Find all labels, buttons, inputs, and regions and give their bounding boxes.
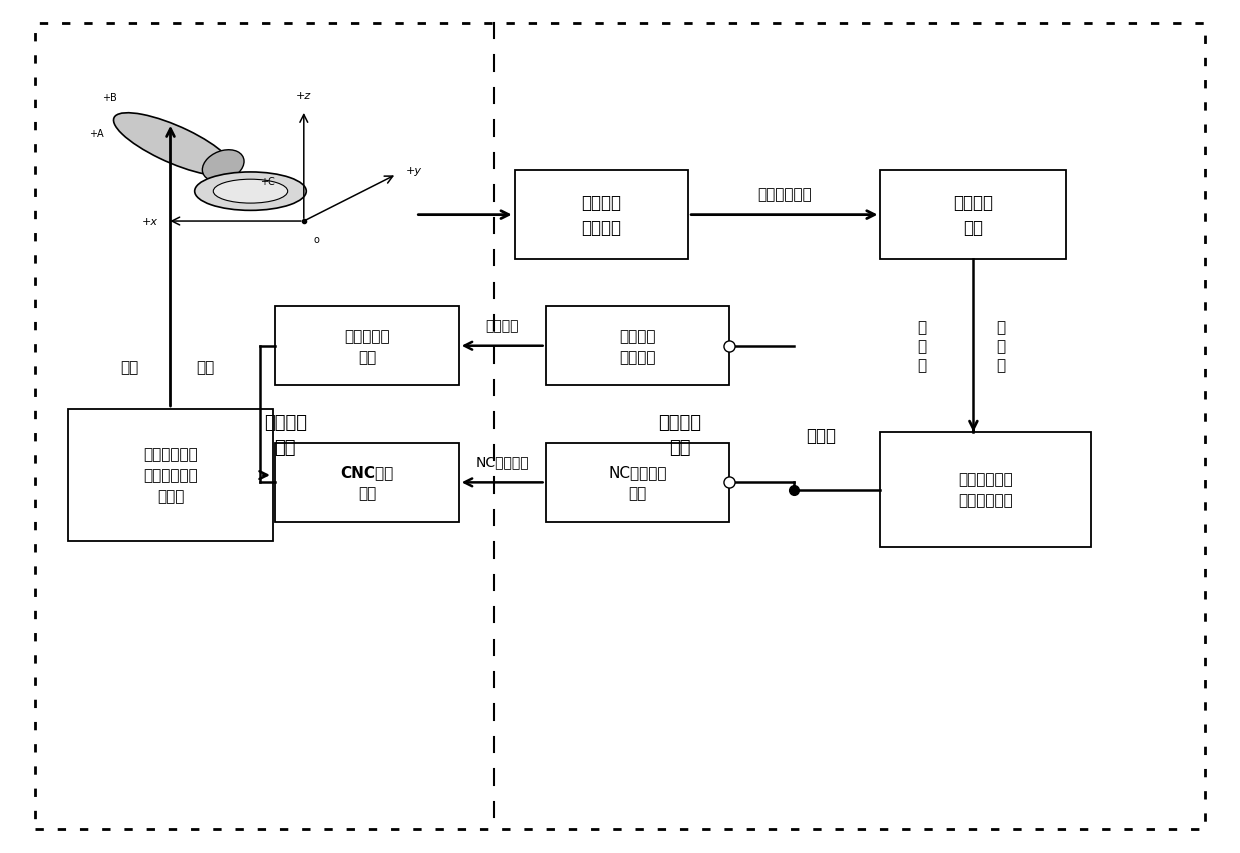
Bar xyxy=(546,444,729,522)
Text: +B: +B xyxy=(102,93,117,102)
Ellipse shape xyxy=(114,113,233,177)
Ellipse shape xyxy=(202,150,244,183)
Text: NC补偿代码: NC补偿代码 xyxy=(475,456,529,469)
Text: 齿距累积偏差: 齿距累积偏差 xyxy=(756,187,812,202)
Text: 齿距累积偏差
补偿数学模型: 齿距累积偏差 补偿数学模型 xyxy=(959,472,1013,508)
Text: 在机测量
系统模块: 在机测量 系统模块 xyxy=(582,194,621,237)
Text: 滚齿机伺服
系统: 滚齿机伺服 系统 xyxy=(345,328,389,364)
Text: 幅
值
谱: 幅 值 谱 xyxy=(916,320,926,373)
Text: +x: +x xyxy=(141,217,157,227)
Bar xyxy=(275,444,459,522)
Text: 补偿信号: 补偿信号 xyxy=(485,319,520,333)
Text: 相
位
谱: 相 位 谱 xyxy=(996,320,1006,373)
Text: o: o xyxy=(314,235,320,245)
Bar xyxy=(880,432,1091,548)
Ellipse shape xyxy=(195,172,306,212)
Text: +z: +z xyxy=(296,90,311,101)
Text: +A: +A xyxy=(89,129,104,138)
Bar xyxy=(880,171,1066,260)
Text: 控制滚刀与工
件间的瞬时啮
合关系: 控制滚刀与工 件间的瞬时啮 合关系 xyxy=(143,447,198,504)
Text: 补偿信号
生成模块: 补偿信号 生成模块 xyxy=(619,328,656,364)
Ellipse shape xyxy=(213,180,288,204)
Bar xyxy=(68,409,273,542)
Text: CNC数控
系统: CNC数控 系统 xyxy=(341,465,393,501)
Text: 补偿量: 补偿量 xyxy=(806,426,836,444)
Text: +y: +y xyxy=(405,165,422,176)
Bar xyxy=(275,307,459,386)
Text: 滚齿加工
系统: 滚齿加工 系统 xyxy=(264,414,306,456)
Bar xyxy=(546,307,729,386)
Text: 补偿: 补偿 xyxy=(120,359,139,374)
Text: 加工: 加工 xyxy=(196,359,215,374)
Text: NC代码生成
模块: NC代码生成 模块 xyxy=(608,465,667,501)
Bar xyxy=(515,171,688,260)
Text: +C: +C xyxy=(260,177,275,187)
Text: 在机补偿
系统: 在机补偿 系统 xyxy=(658,414,701,456)
Text: 谐波分解
模块: 谐波分解 模块 xyxy=(954,194,993,237)
